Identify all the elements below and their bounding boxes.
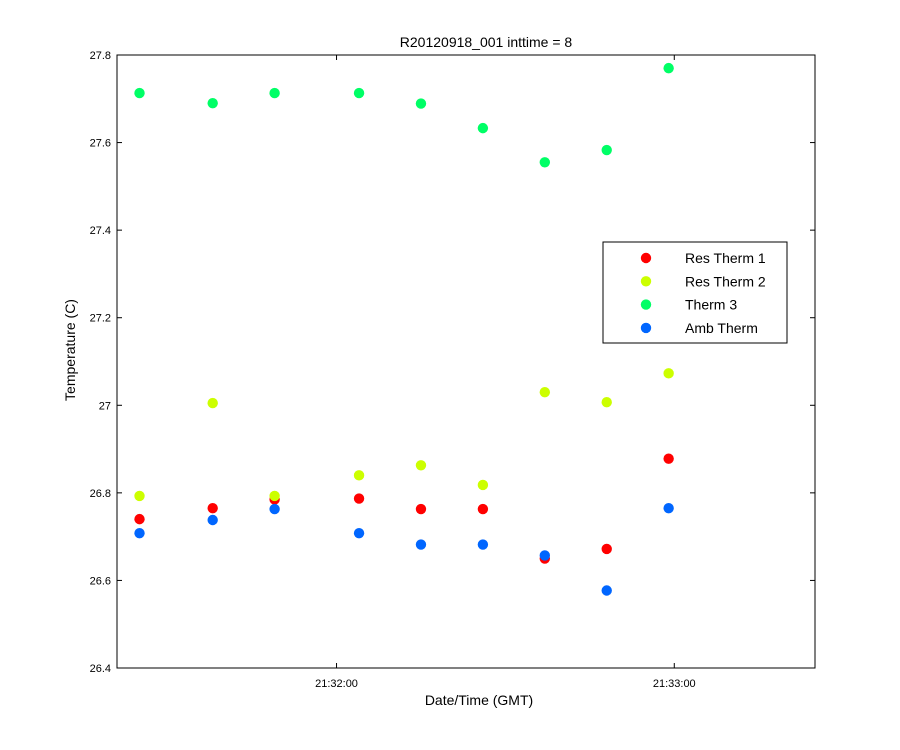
y-tick-label: 27.8 xyxy=(90,50,111,62)
point-therm-3 xyxy=(269,87,280,99)
point-res-therm-2 xyxy=(477,479,489,491)
point-res-therm-1 xyxy=(207,502,218,514)
point-res-therm-2 xyxy=(269,490,280,502)
point-res-therm-2 xyxy=(134,490,145,502)
point-res-therm-2 xyxy=(539,386,551,398)
point-amb-therm xyxy=(663,502,674,514)
x-tick-label: 21:32:00 xyxy=(315,678,358,690)
point-res-therm-1 xyxy=(601,543,612,555)
y-tick-label: 26.8 xyxy=(90,488,111,500)
point-amb-therm xyxy=(269,503,280,515)
y-axis: 26.4 26.6 26.8 27 27.2 27.4 27.6 27.8 xyxy=(90,50,815,675)
point-amb-therm xyxy=(207,514,218,526)
x-tick-label: 21:33:00 xyxy=(653,678,696,690)
point-res-therm-2 xyxy=(207,397,218,409)
legend-marker-res-therm-1 xyxy=(640,252,652,264)
point-res-therm-2 xyxy=(353,470,365,481)
x-axis: 21:32:00 21:33:00 xyxy=(315,55,696,690)
legend-label-res-therm-2: Res Therm 2 xyxy=(685,273,766,289)
y-axis-label: Temperature (C) xyxy=(62,299,78,401)
axes-box xyxy=(116,54,816,669)
point-therm-3 xyxy=(207,97,218,109)
y-tick-label: 27.6 xyxy=(90,138,111,150)
point-therm-3 xyxy=(477,122,489,134)
data-markers xyxy=(134,62,674,596)
y-tick-label: 27.2 xyxy=(90,313,111,325)
point-therm-3 xyxy=(539,157,551,168)
point-res-therm-1 xyxy=(415,503,427,515)
point-amb-therm xyxy=(477,539,489,550)
point-res-therm-1 xyxy=(663,453,674,464)
y-tick-label: 26.6 xyxy=(90,575,111,587)
legend-marker-amb-therm xyxy=(640,322,652,334)
point-amb-therm xyxy=(601,585,612,596)
point-therm-3 xyxy=(134,87,145,99)
legend-box xyxy=(602,241,788,344)
point-res-therm-2 xyxy=(663,368,674,379)
point-res-therm-2 xyxy=(415,460,427,471)
point-res-therm-2 xyxy=(601,397,612,408)
point-res-therm-1 xyxy=(353,493,365,504)
legend-label-therm-3: Therm 3 xyxy=(685,297,737,313)
point-therm-3 xyxy=(663,62,674,74)
legend-marker-therm-3 xyxy=(640,299,652,310)
y-tick-label: 27.4 xyxy=(90,225,111,237)
point-amb-therm xyxy=(134,527,145,539)
legend-label-amb-therm: Amb Therm xyxy=(685,320,758,336)
chart-title: R20120918_001 inttime = 8 xyxy=(400,34,573,50)
legend-marker-res-therm-2 xyxy=(640,276,652,287)
point-therm-3 xyxy=(601,144,612,156)
y-tick-label: 26.4 xyxy=(90,663,111,675)
point-therm-3 xyxy=(415,98,427,109)
y-tick-label: 27 xyxy=(99,400,111,412)
x-axis-label: Date/Time (GMT) xyxy=(425,692,533,708)
point-amb-therm xyxy=(353,527,365,539)
point-res-therm-1 xyxy=(477,503,489,515)
legend-label-res-therm-1: Res Therm 1 xyxy=(685,250,766,266)
point-amb-therm xyxy=(415,539,427,550)
point-therm-3 xyxy=(353,87,365,99)
point-amb-therm xyxy=(539,550,551,561)
point-res-therm-1 xyxy=(134,513,145,525)
legend: Res Therm 1 Res Therm 2 Therm 3 Amb Therm xyxy=(602,241,788,344)
